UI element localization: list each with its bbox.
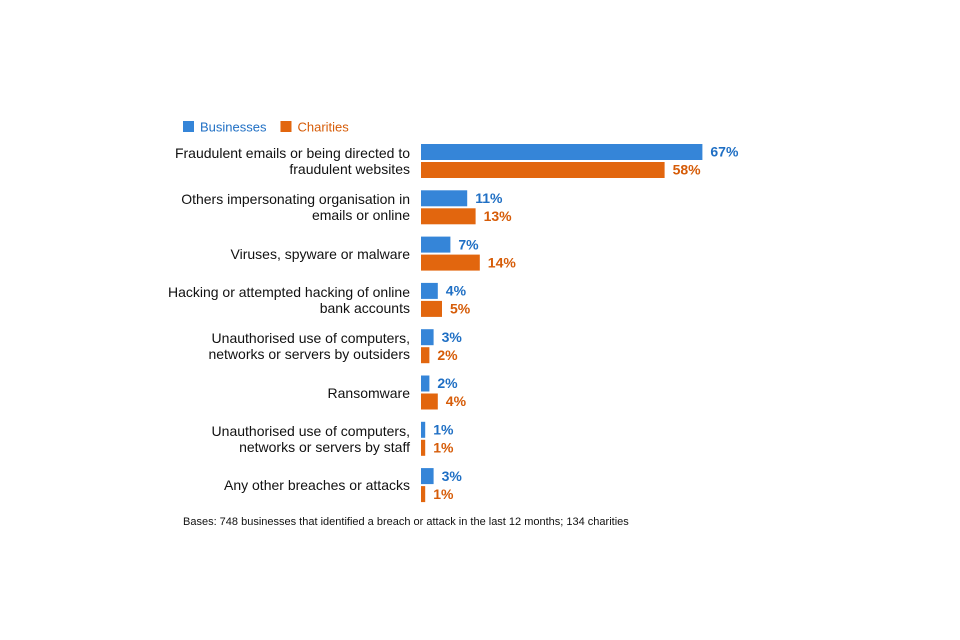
category-label: Others impersonating organisation in ema… <box>181 191 410 224</box>
legend-swatch <box>183 121 194 132</box>
bar <box>421 347 430 364</box>
category-label: Unauthorised use of computers, networks … <box>208 330 410 363</box>
category-label: Hacking or attempted hacking of online b… <box>167 283 410 316</box>
bar <box>421 144 703 160</box>
value-label: 14% <box>488 254 517 270</box>
bar <box>421 375 430 392</box>
value-label: 13% <box>484 208 513 224</box>
value-label: 3% <box>442 468 463 484</box>
value-label: 5% <box>450 301 471 317</box>
value-label: 1% <box>433 486 454 502</box>
category-label: Fraudulent emails or being directed to f… <box>174 145 410 177</box>
bar <box>421 162 665 178</box>
value-label: 7% <box>458 236 479 252</box>
footnote: Bases: 748 businesses that identified a … <box>183 516 629 528</box>
bar <box>421 208 476 225</box>
bar <box>421 439 426 456</box>
bar <box>421 486 426 503</box>
bar <box>421 236 451 253</box>
category-label: Ransomware <box>327 384 410 401</box>
legend-label: Charities <box>297 119 349 134</box>
value-label: 4% <box>446 283 467 299</box>
bar <box>421 282 438 299</box>
value-label: 2% <box>437 375 458 391</box>
value-label: 2% <box>437 347 458 363</box>
value-label: 58% <box>673 162 702 178</box>
value-label: 1% <box>433 422 454 438</box>
bar <box>421 393 438 410</box>
legend-label: Businesses <box>200 119 267 134</box>
bar <box>421 190 468 207</box>
category-label: Any other breaches or attacks <box>224 477 410 494</box>
bar <box>421 468 434 485</box>
category-label: Unauthorised use of computers, networks … <box>211 422 410 455</box>
value-label: 4% <box>446 393 467 409</box>
value-label: 3% <box>442 329 463 345</box>
bar <box>421 329 434 346</box>
bar <box>421 421 426 438</box>
value-label: 67% <box>710 144 739 160</box>
bar <box>421 254 480 271</box>
category-label: Viruses, spyware or malware <box>230 245 410 262</box>
bar <box>421 300 442 317</box>
value-label: 11% <box>475 190 503 206</box>
legend-swatch <box>280 121 292 132</box>
value-label: 1% <box>433 440 454 456</box>
